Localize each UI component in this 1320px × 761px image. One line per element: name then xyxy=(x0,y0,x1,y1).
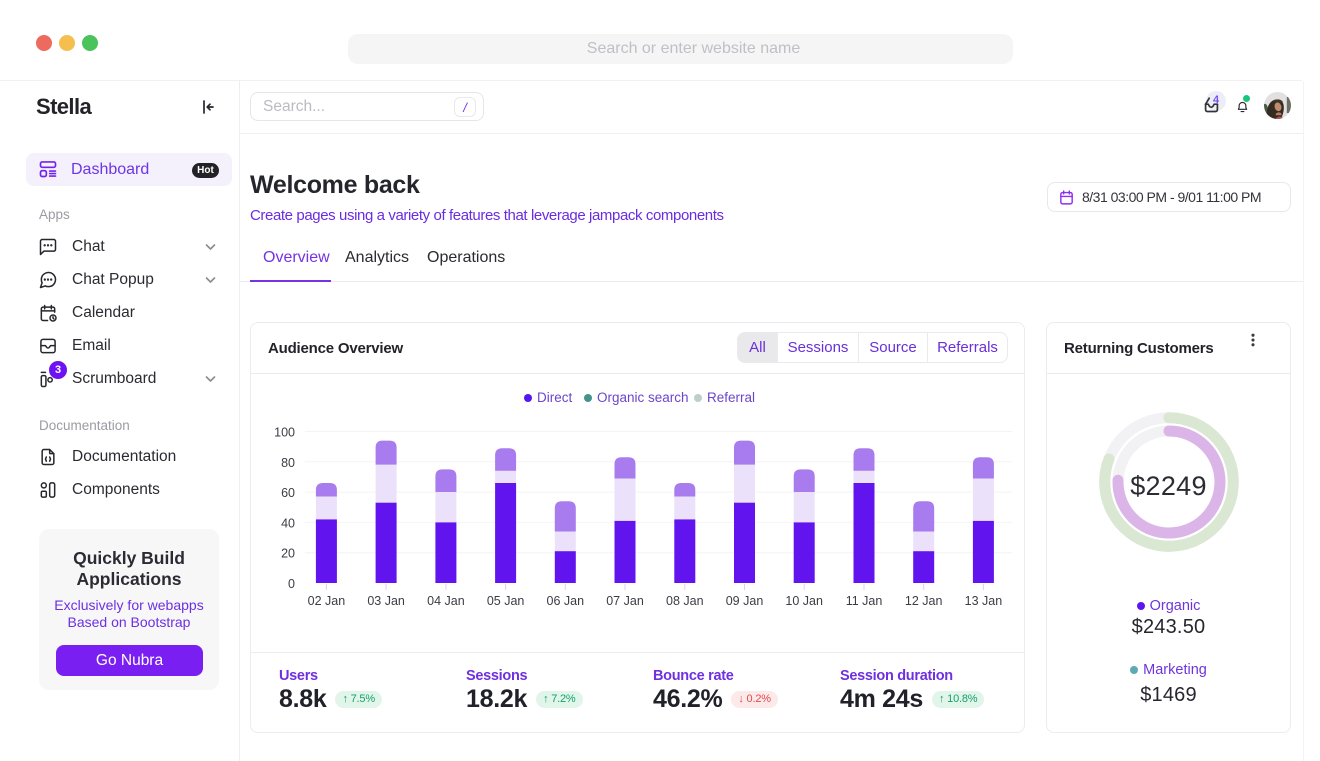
svg-text:20: 20 xyxy=(281,547,295,561)
svg-text:09 Jan: 09 Jan xyxy=(726,594,764,608)
svg-text:04 Jan: 04 Jan xyxy=(427,594,465,608)
svg-text:13 Jan: 13 Jan xyxy=(965,594,1003,608)
svg-text:08 Jan: 08 Jan xyxy=(666,594,704,608)
svg-text:12 Jan: 12 Jan xyxy=(905,594,943,608)
svg-text:80: 80 xyxy=(281,456,295,470)
svg-text:06 Jan: 06 Jan xyxy=(547,594,585,608)
svg-text:02 Jan: 02 Jan xyxy=(308,594,346,608)
svg-text:07 Jan: 07 Jan xyxy=(606,594,644,608)
svg-text:03 Jan: 03 Jan xyxy=(367,594,405,608)
svg-text:0: 0 xyxy=(288,577,295,591)
svg-text:10 Jan: 10 Jan xyxy=(785,594,823,608)
svg-text:60: 60 xyxy=(281,486,295,500)
svg-text:100: 100 xyxy=(274,426,295,440)
svg-text:40: 40 xyxy=(281,516,295,530)
svg-text:11 Jan: 11 Jan xyxy=(846,594,883,608)
svg-text:05 Jan: 05 Jan xyxy=(487,594,525,608)
